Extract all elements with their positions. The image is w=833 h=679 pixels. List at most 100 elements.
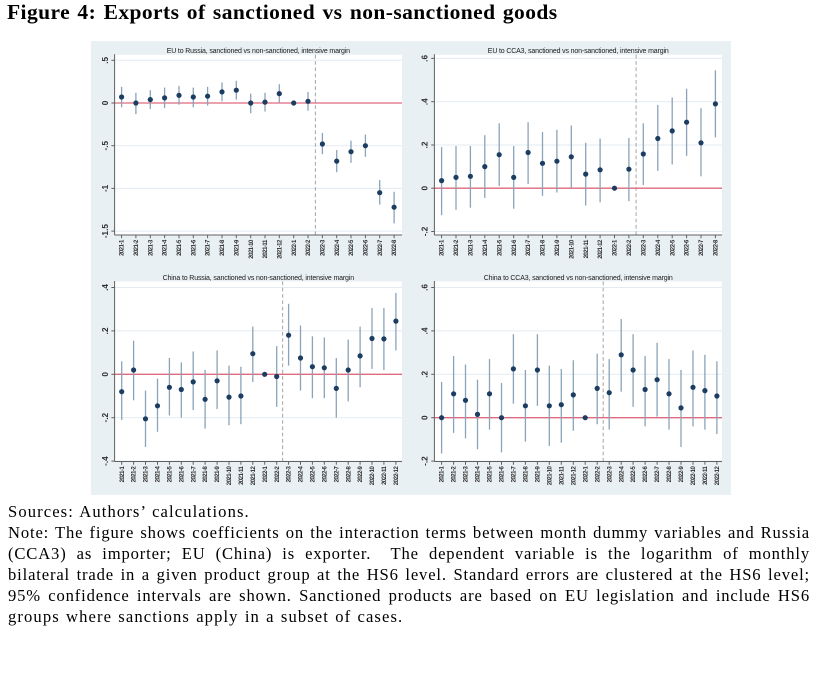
- svg-text:-.5: -.5: [101, 140, 110, 150]
- svg-text:2022-11: 2022-11: [703, 466, 709, 485]
- svg-text:.6: .6: [421, 55, 430, 62]
- svg-text:2021-4: 2021-4: [156, 466, 162, 483]
- svg-text:2022-2: 2022-2: [306, 239, 312, 256]
- svg-text:2021-8: 2021-8: [220, 239, 226, 256]
- svg-text:2021-7: 2021-7: [191, 466, 197, 483]
- svg-text:2022-10: 2022-10: [370, 466, 376, 486]
- svg-text:2022-1: 2022-1: [613, 239, 619, 256]
- svg-text:2022-8: 2022-8: [346, 466, 352, 483]
- svg-text:2022-3: 2022-3: [287, 466, 293, 483]
- svg-text:2022-3: 2022-3: [607, 466, 613, 483]
- svg-text:2021-12: 2021-12: [598, 239, 604, 259]
- svg-text:0: 0: [421, 415, 430, 420]
- svg-text:-1.5: -1.5: [101, 224, 110, 239]
- svg-text:2021-10: 2021-10: [227, 466, 233, 486]
- svg-text:2021-4: 2021-4: [476, 466, 482, 483]
- svg-text:2022-12: 2022-12: [394, 466, 400, 486]
- svg-text:2022-2: 2022-2: [627, 239, 633, 256]
- svg-text:0: 0: [101, 100, 110, 105]
- svg-text:2021-9: 2021-9: [234, 239, 240, 256]
- svg-text:2021-9: 2021-9: [555, 239, 561, 256]
- svg-text:2022-5: 2022-5: [349, 239, 355, 256]
- svg-text:2022-8: 2022-8: [667, 466, 673, 483]
- svg-text:2021-11: 2021-11: [239, 466, 245, 485]
- svg-text:2021-5: 2021-5: [497, 239, 503, 256]
- svg-text:2022-8: 2022-8: [714, 239, 720, 256]
- svg-text:2022-12: 2022-12: [715, 466, 721, 486]
- svg-text:2021-7: 2021-7: [206, 239, 212, 256]
- svg-text:2021-11: 2021-11: [559, 466, 565, 485]
- svg-text:2022-7: 2022-7: [655, 466, 661, 483]
- svg-text:2021-1: 2021-1: [120, 466, 126, 483]
- svg-text:2021-11: 2021-11: [263, 239, 269, 258]
- svg-text:China to CCA3, sanctioned vs n: China to CCA3, sanctioned vs non-sanctio…: [484, 275, 673, 282]
- svg-text:2021-7: 2021-7: [512, 466, 518, 483]
- svg-text:2022-10: 2022-10: [691, 466, 697, 486]
- svg-text:2022-1: 2022-1: [263, 466, 269, 483]
- svg-text:2022-5: 2022-5: [311, 466, 317, 483]
- svg-text:-.2: -.2: [421, 226, 430, 236]
- svg-text:2021-6: 2021-6: [191, 239, 197, 256]
- svg-text:2021-1: 2021-1: [120, 239, 126, 256]
- svg-text:2022-4: 2022-4: [619, 466, 625, 483]
- svg-text:.2: .2: [101, 327, 110, 334]
- svg-text:2022-3: 2022-3: [321, 239, 327, 256]
- svg-text:2021-1: 2021-1: [440, 239, 446, 256]
- svg-text:2021-12: 2021-12: [571, 466, 577, 486]
- svg-text:2021-5: 2021-5: [177, 239, 183, 256]
- svg-text:.6: .6: [421, 284, 430, 291]
- svg-text:EU to CCA3, sanctioned vs non-: EU to CCA3, sanctioned vs non-sanctioned…: [488, 48, 669, 55]
- svg-text:2021-6: 2021-6: [500, 466, 506, 483]
- svg-text:2021-5: 2021-5: [488, 466, 494, 483]
- svg-text:2022-4: 2022-4: [299, 466, 305, 483]
- svg-text:-.2: -.2: [421, 456, 430, 466]
- svg-text:2022-3: 2022-3: [641, 239, 647, 256]
- svg-text:2022-5: 2022-5: [631, 466, 637, 483]
- svg-text:2022-6: 2022-6: [685, 239, 691, 256]
- svg-text:2022-7: 2022-7: [378, 239, 384, 256]
- svg-text:2022-6: 2022-6: [364, 239, 370, 256]
- svg-text:China to Russia, sanctioned vs: China to Russia, sanctioned vs non-sanct…: [163, 275, 355, 282]
- svg-text:2021-3: 2021-3: [464, 466, 470, 483]
- svg-text:0: 0: [101, 372, 110, 377]
- svg-text:2021-2: 2021-2: [452, 466, 458, 483]
- svg-text:2021-10: 2021-10: [569, 239, 575, 259]
- svg-text:2021-9: 2021-9: [536, 466, 542, 483]
- svg-text:2021-8: 2021-8: [524, 466, 530, 483]
- svg-text:2021-7: 2021-7: [526, 239, 532, 256]
- svg-text:2021-2: 2021-2: [132, 466, 138, 483]
- svg-text:2022-4: 2022-4: [335, 239, 341, 256]
- svg-text:2021-6: 2021-6: [179, 466, 185, 483]
- svg-text:.4: .4: [421, 327, 430, 334]
- svg-text:-1: -1: [101, 184, 110, 192]
- svg-text:2021-9: 2021-9: [215, 466, 221, 483]
- svg-text:2021-6: 2021-6: [512, 239, 518, 256]
- svg-text:2021-10: 2021-10: [547, 466, 553, 486]
- svg-text:2022-11: 2022-11: [382, 466, 388, 485]
- svg-text:0: 0: [421, 185, 430, 190]
- svg-text:2021-8: 2021-8: [203, 466, 209, 483]
- svg-text:2021-12: 2021-12: [277, 239, 283, 259]
- svg-text:2021-4: 2021-4: [163, 239, 169, 256]
- svg-text:2022-7: 2022-7: [334, 466, 340, 483]
- svg-text:EU to Russia, sanctioned vs no: EU to Russia, sanctioned vs non-sanction…: [167, 48, 350, 55]
- svg-text:2022-9: 2022-9: [679, 466, 685, 483]
- svg-text:2022-5: 2022-5: [670, 239, 676, 256]
- svg-text:2021-2: 2021-2: [454, 239, 460, 256]
- svg-text:2021-10: 2021-10: [249, 239, 255, 259]
- svg-text:.2: .2: [421, 370, 430, 377]
- svg-text:2021-11: 2021-11: [584, 239, 590, 258]
- svg-text:2021-3: 2021-3: [469, 239, 475, 256]
- svg-text:2022-2: 2022-2: [275, 466, 281, 483]
- svg-text:.4: .4: [421, 98, 430, 105]
- svg-text:2021-3: 2021-3: [144, 466, 150, 483]
- svg-text:2021-12: 2021-12: [251, 466, 257, 486]
- svg-text:2021-3: 2021-3: [148, 239, 154, 256]
- svg-text:2022-2: 2022-2: [595, 466, 601, 483]
- svg-text:.4: .4: [101, 284, 110, 291]
- svg-text:2021-2: 2021-2: [134, 239, 140, 256]
- svg-text:2022-1: 2022-1: [292, 239, 298, 256]
- svg-text:2022-9: 2022-9: [358, 466, 364, 483]
- svg-text:2022-6: 2022-6: [322, 466, 328, 483]
- svg-text:2021-4: 2021-4: [483, 239, 489, 256]
